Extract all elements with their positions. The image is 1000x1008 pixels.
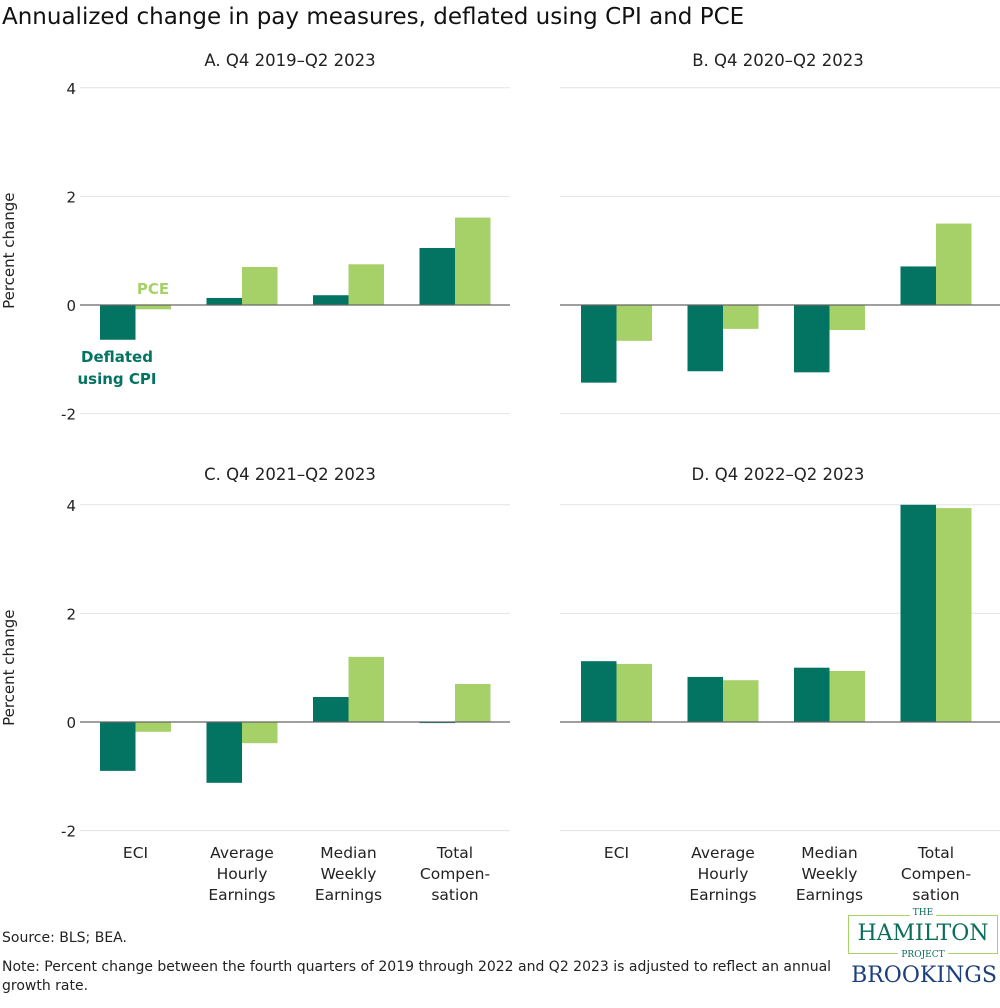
panel-title: B. Q4 2020–Q2 2023 bbox=[692, 51, 864, 70]
y-tick-label: 2 bbox=[66, 605, 76, 623]
x-tick-label: Total bbox=[917, 844, 954, 862]
brookings-logo: BROOKINGS bbox=[851, 963, 997, 988]
bar-cpi bbox=[581, 305, 617, 383]
bar-cpi bbox=[419, 247, 455, 305]
x-tick-label: Weekly bbox=[321, 865, 377, 883]
x-tick-label: ECI bbox=[123, 844, 148, 862]
bar-pce bbox=[723, 305, 759, 329]
x-tick-label: Total bbox=[436, 844, 473, 862]
x-tick-label: Average bbox=[210, 844, 274, 862]
x-tick-label: Hourly bbox=[217, 865, 268, 883]
bar-cpi bbox=[687, 676, 723, 722]
bar-cpi bbox=[313, 295, 349, 305]
bar-pce bbox=[936, 223, 972, 305]
bar-pce bbox=[616, 305, 652, 341]
y-tick-label: -2 bbox=[61, 406, 76, 424]
x-tick-label: sation bbox=[431, 886, 478, 904]
bar-pce bbox=[936, 508, 972, 722]
bar-pce bbox=[829, 305, 865, 330]
bar-pce bbox=[135, 722, 171, 732]
bar-cpi bbox=[794, 667, 830, 722]
source-note: Source: BLS; BEA. bbox=[2, 930, 127, 946]
bar-pce bbox=[829, 670, 865, 722]
bar-cpi bbox=[900, 504, 936, 722]
x-tick-label: Earnings bbox=[689, 886, 756, 904]
x-tick-label: Earnings bbox=[208, 886, 275, 904]
x-tick-label: Average bbox=[691, 844, 755, 862]
x-tick-label: Earnings bbox=[315, 886, 382, 904]
panel-title: C. Q4 2021–Q2 2023 bbox=[204, 465, 376, 484]
y-tick-label: 4 bbox=[66, 497, 76, 515]
bar-pce bbox=[723, 680, 759, 722]
x-tick-label: Median bbox=[801, 844, 857, 862]
bar-pce bbox=[135, 305, 171, 310]
y-tick-label: 2 bbox=[66, 188, 76, 206]
bar-pce bbox=[455, 217, 491, 305]
chart-title: Annualized change in pay measures, defla… bbox=[2, 4, 745, 30]
x-tick-label: Compen- bbox=[901, 865, 971, 883]
x-tick-label: Earnings bbox=[796, 886, 863, 904]
bar-cpi bbox=[206, 722, 242, 783]
logo-the: THE bbox=[909, 908, 937, 918]
bar-cpi bbox=[687, 305, 723, 372]
y-axis-label: Percent change bbox=[0, 192, 18, 308]
bar-pce bbox=[242, 266, 278, 305]
bar-cpi bbox=[206, 297, 242, 305]
bar-cpi bbox=[313, 697, 349, 722]
x-tick-label: Weekly bbox=[802, 865, 858, 883]
bar-cpi bbox=[581, 661, 617, 722]
y-tick-label: 0 bbox=[66, 297, 76, 315]
x-tick-label: Median bbox=[320, 844, 376, 862]
bar-pce bbox=[616, 663, 652, 722]
logo-project: PROJECT bbox=[898, 950, 948, 960]
y-tick-label: -2 bbox=[61, 823, 76, 841]
bar-pce bbox=[455, 683, 491, 722]
x-tick-label: Compen- bbox=[420, 865, 490, 883]
y-tick-label: 0 bbox=[66, 714, 76, 732]
y-tick-label: 4 bbox=[66, 80, 76, 98]
footnote: Note: Percent change between the fourth … bbox=[2, 959, 832, 994]
panel-title: D. Q4 2022–Q2 2023 bbox=[692, 465, 865, 484]
bar-pce bbox=[242, 722, 278, 744]
legend-pce: PCE bbox=[137, 280, 169, 298]
x-tick-label: ECI bbox=[604, 844, 629, 862]
panel-title: A. Q4 2019–Q2 2023 bbox=[204, 51, 375, 70]
logo-hamilton: HAMILTON bbox=[857, 921, 989, 946]
y-axis-label: Percent change bbox=[0, 609, 18, 725]
legend-cpi: Deflated bbox=[81, 348, 153, 366]
hamilton-project-logo: THE HAMILTON PROJECT bbox=[848, 908, 998, 960]
bar-cpi bbox=[900, 266, 936, 305]
legend-cpi: using CPI bbox=[78, 370, 157, 388]
x-tick-label: sation bbox=[912, 886, 959, 904]
x-tick-label: Hourly bbox=[698, 865, 749, 883]
bar-pce bbox=[348, 656, 384, 722]
bar-cpi bbox=[100, 722, 136, 771]
bar-pce bbox=[348, 264, 384, 305]
bar-cpi bbox=[100, 305, 136, 340]
bar-cpi bbox=[794, 305, 830, 373]
